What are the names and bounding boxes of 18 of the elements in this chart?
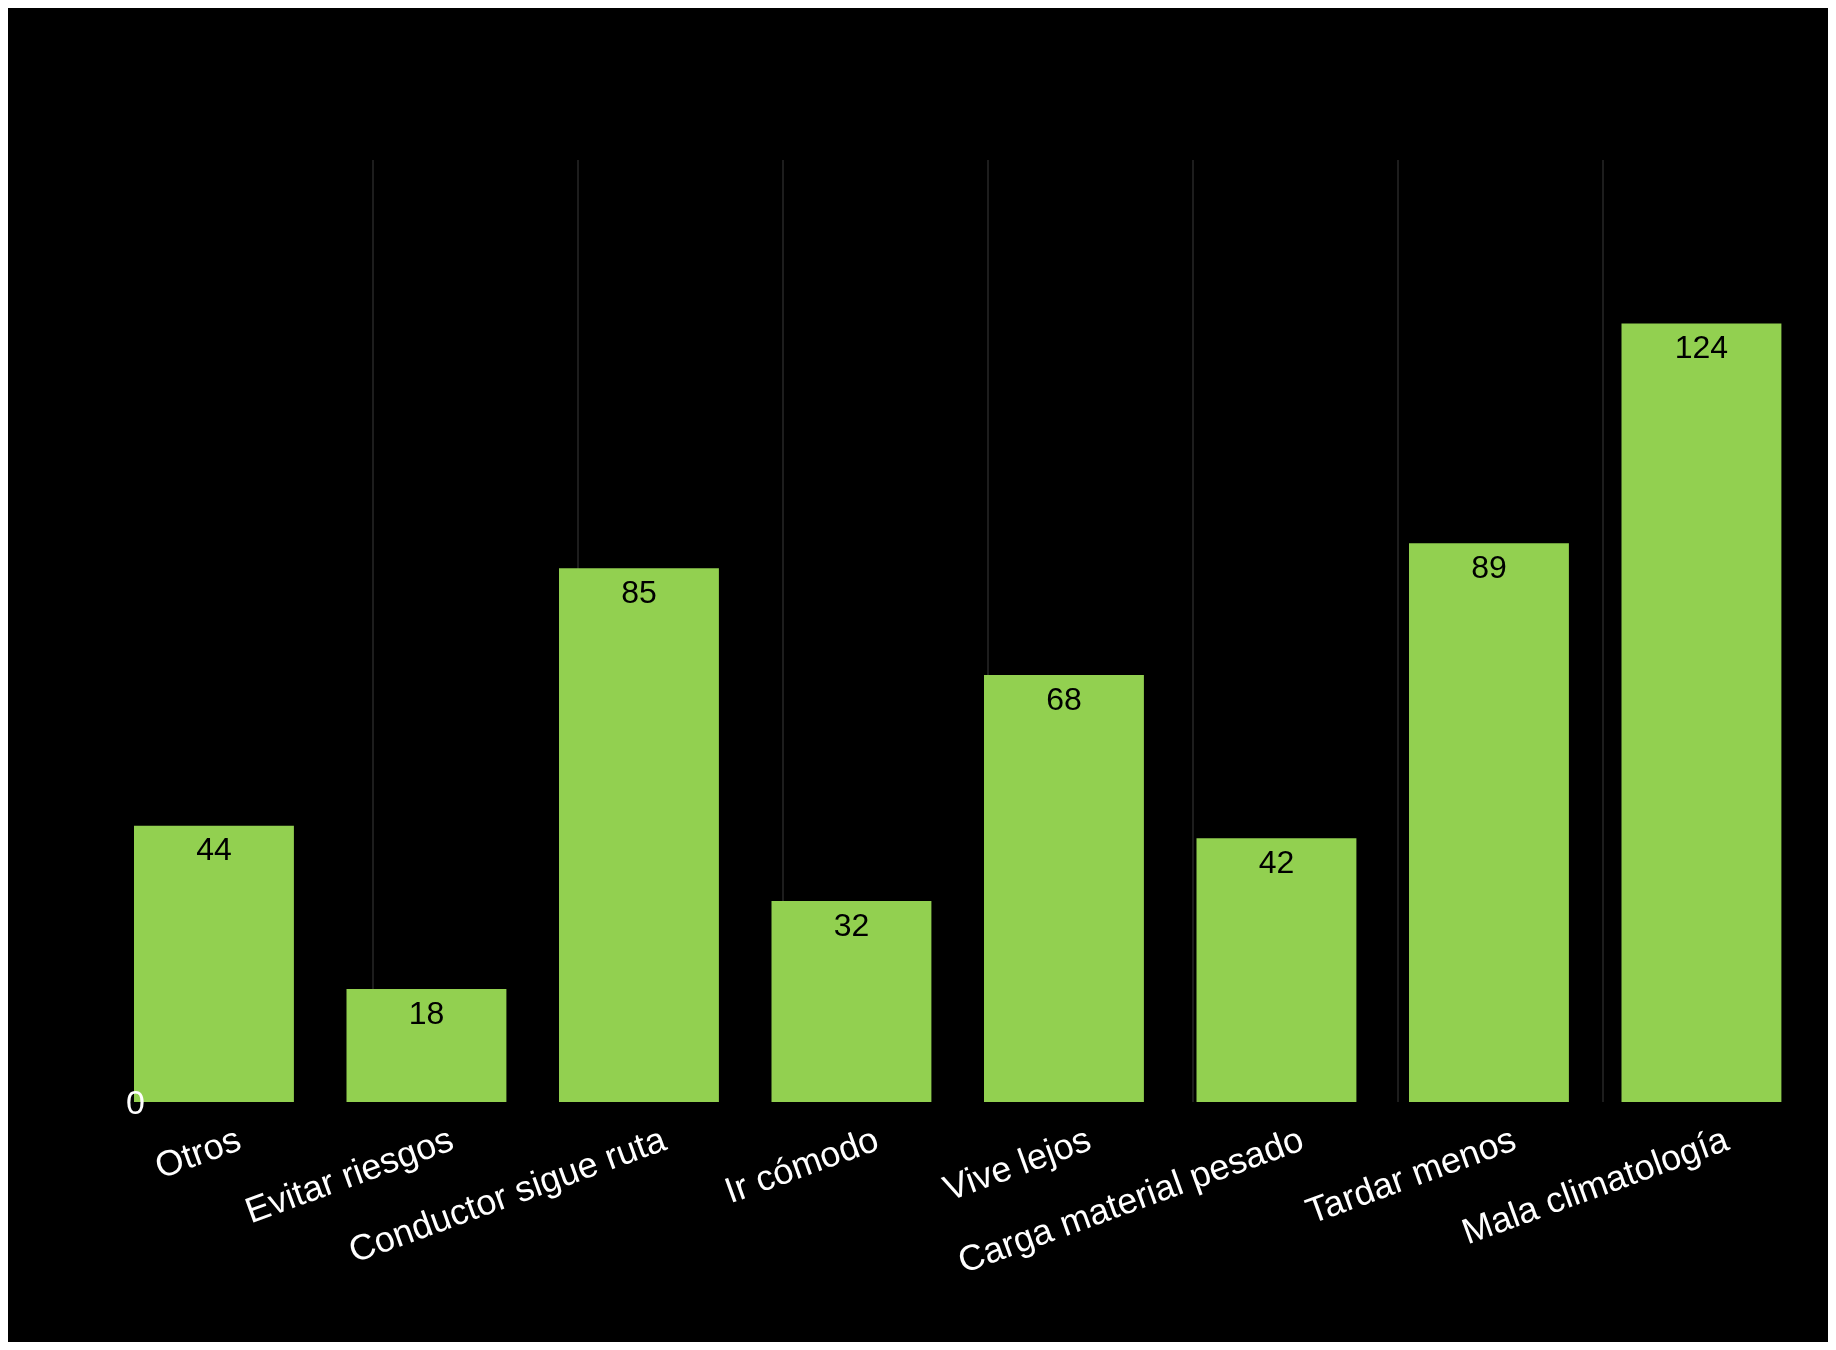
bar — [1196, 838, 1357, 1102]
bar — [1621, 323, 1782, 1102]
data-label: 18 — [408, 994, 445, 1031]
bar — [559, 568, 719, 1102]
data-label: 42 — [1258, 844, 1295, 881]
x-tick-label: Otros — [149, 1117, 247, 1187]
bar — [1409, 543, 1569, 1102]
data-label: 44 — [196, 831, 232, 868]
bar — [771, 901, 932, 1102]
annotation: 0 — [126, 1082, 145, 1122]
x-tick-label: Ir cómodo — [719, 1117, 884, 1212]
data-label: 85 — [621, 574, 657, 611]
data-label: 68 — [1046, 680, 1082, 717]
data-label: 32 — [833, 906, 870, 943]
data-label: 89 — [1471, 548, 1507, 585]
bar — [346, 988, 507, 1102]
bar — [984, 675, 1144, 1102]
data-label: 124 — [1674, 329, 1729, 366]
